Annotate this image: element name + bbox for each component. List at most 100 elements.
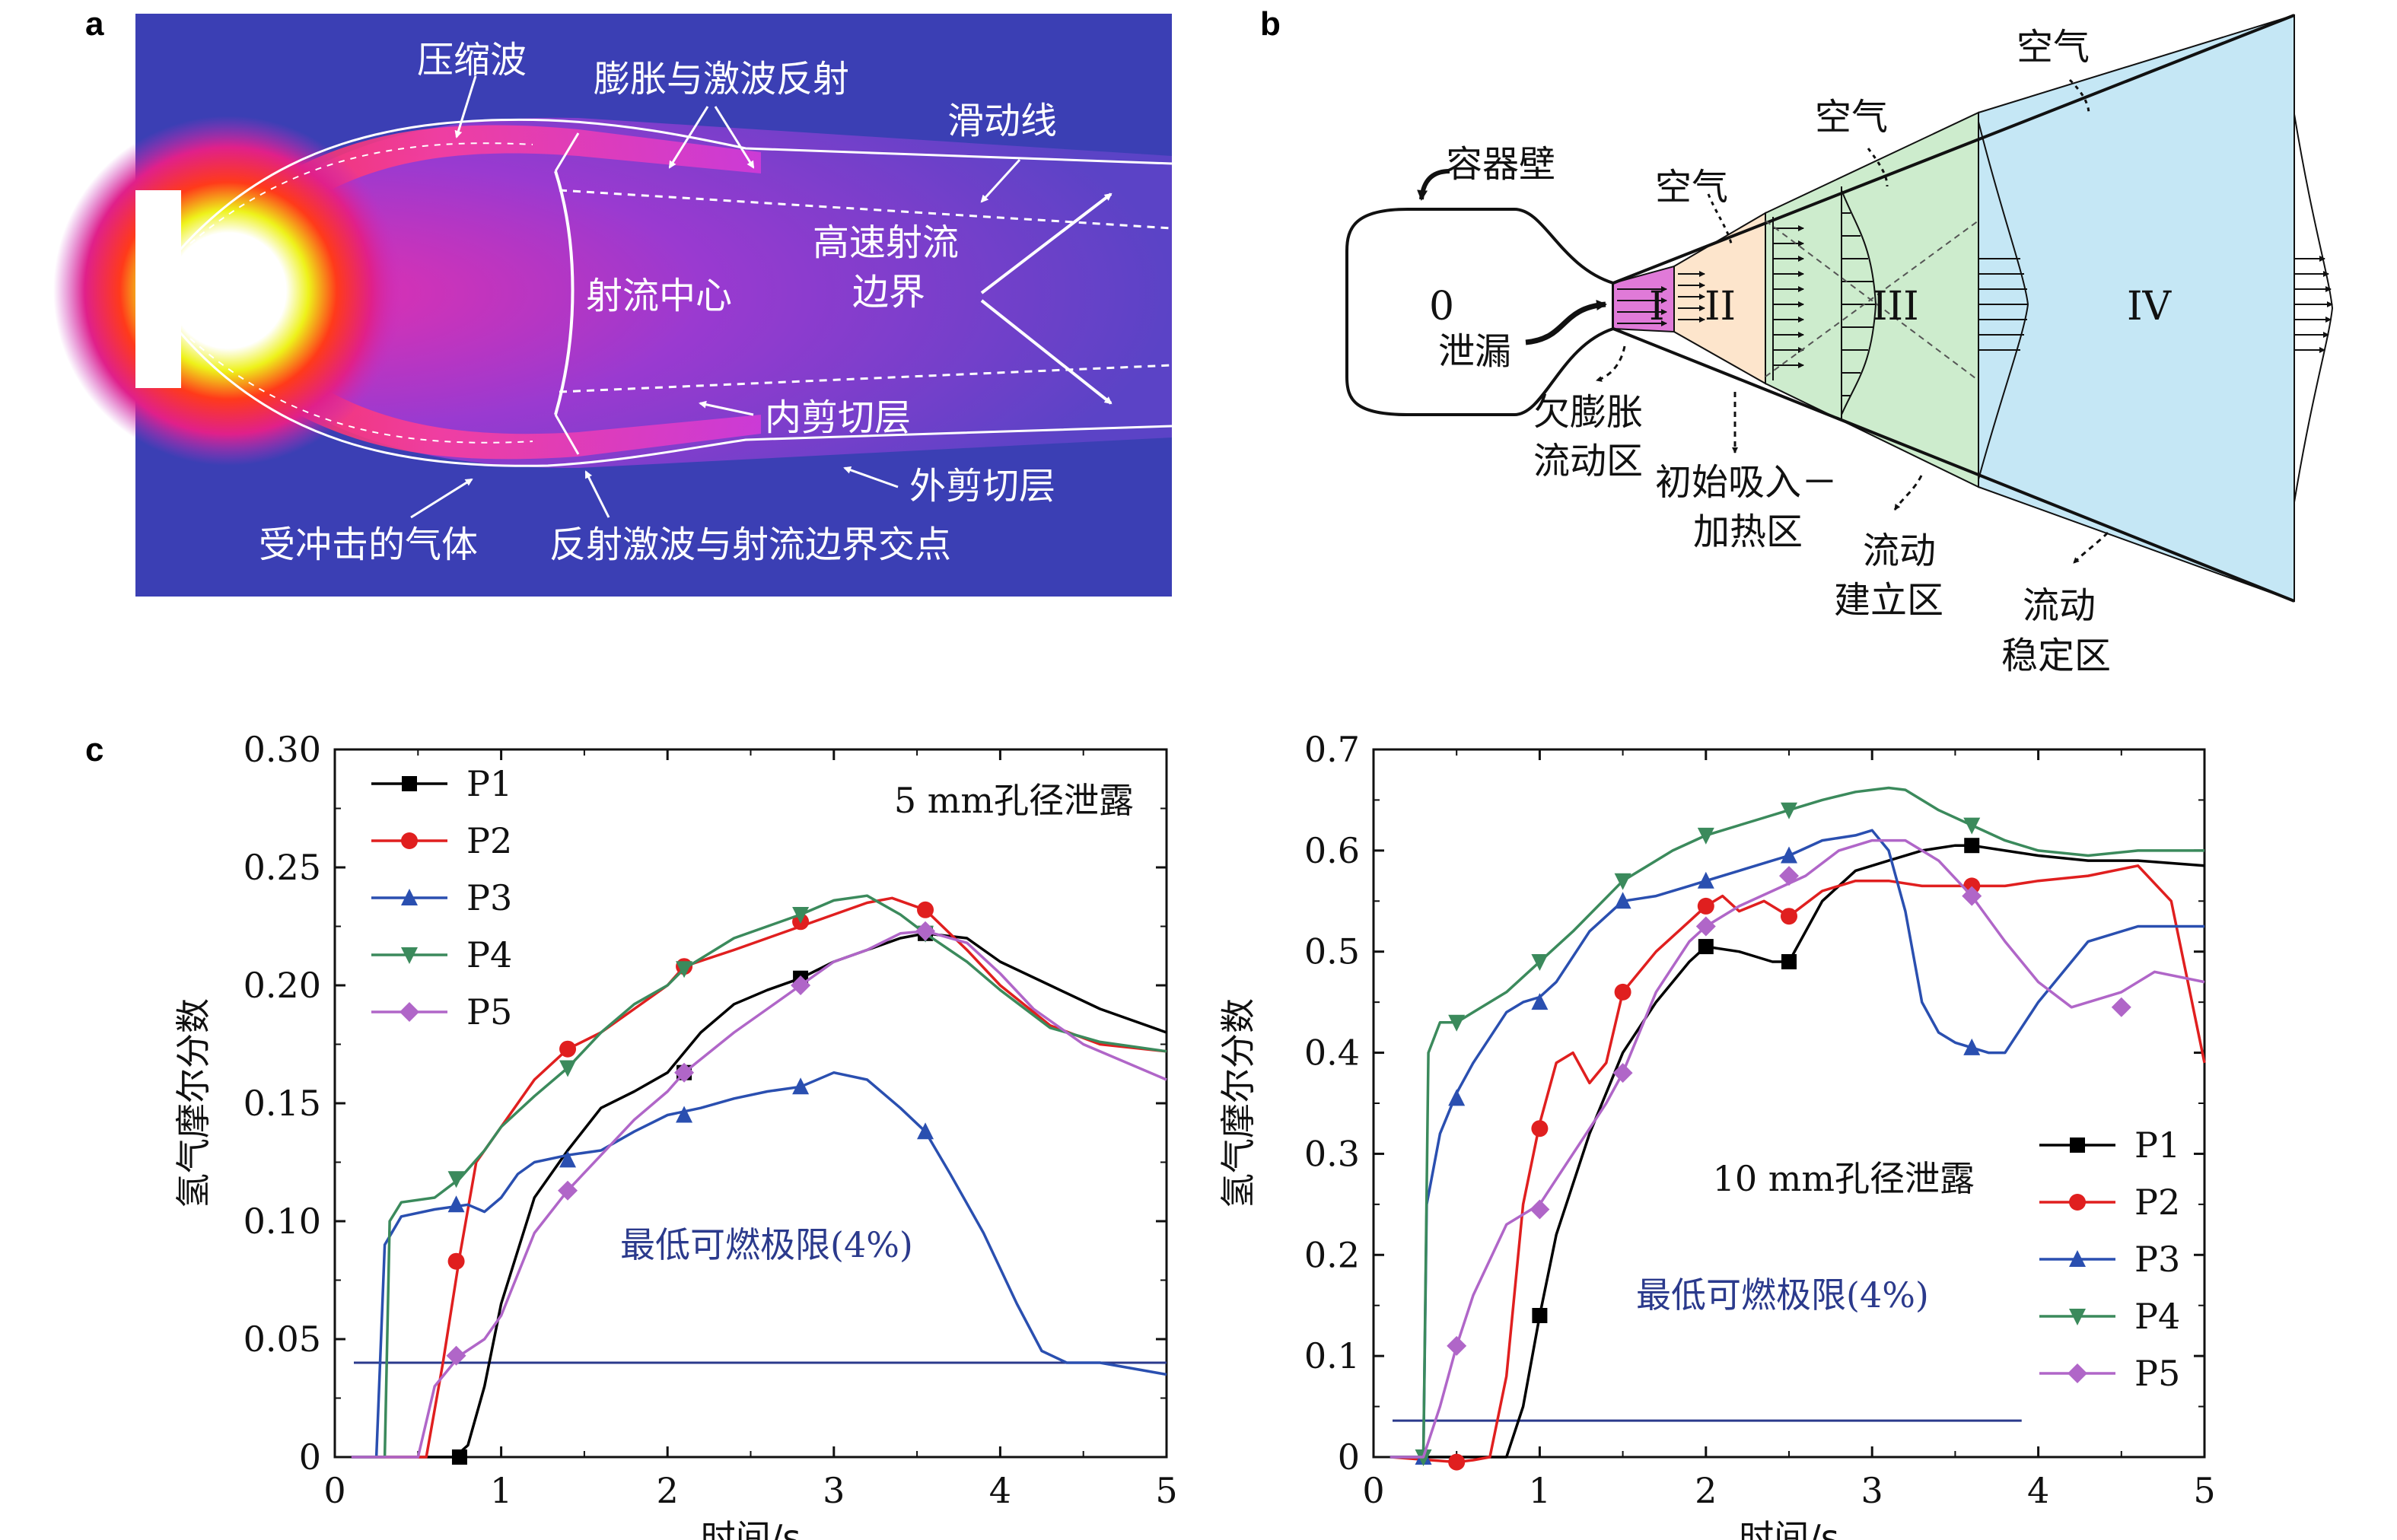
data-point-p4 [1963,817,1981,835]
legend-label: P1 [2134,1125,2180,1166]
label-slip-line: 滑动线 [947,100,1057,142]
series-p5 [1389,838,2205,1459]
legend-marker [2069,1250,2086,1267]
label-entrainment-2: 加热区 [1693,511,1803,553]
data-point-p5 [1779,866,1799,886]
data-point-p5 [1447,1335,1467,1356]
y-axis-label: 氢气摩尔分数 [173,998,214,1208]
data-point-p4 [1781,802,1797,819]
data-point-p1 [1698,939,1714,955]
data-point-p3 [1963,1038,1981,1055]
legend-marker [2069,1309,2086,1325]
data-point-p4 [1697,827,1714,845]
data-point-p2 [917,901,934,918]
core-line-1 [1765,220,1979,381]
inner-dashed-top [189,142,533,244]
data-point-p3 [676,1106,693,1123]
data-point-p2 [1531,1120,1549,1138]
triple-points [554,132,580,455]
data-point-p3 [1531,993,1549,1010]
data-point-p5 [915,921,936,941]
legend-label: P2 [466,820,512,861]
legend: P1 P2 P3 P4 P5 [371,763,512,1032]
label-air-3: 空气 [2017,26,2090,68]
vessel-wall-arrow [1417,169,1450,201]
data-point-p5 [558,1180,578,1201]
legend-label: P4 [466,934,512,975]
x-tick-label: 4 [2027,1470,2049,1511]
legend-label: P3 [2134,1239,2180,1280]
data-point-p3 [1781,846,1797,864]
series-p3 [1389,829,2204,1465]
legend-marker [401,889,418,905]
legend-marker [401,832,418,849]
panel-b: b [1260,5,2334,677]
label-region-IV: IV [2127,284,2173,329]
arrow-outer-shear [843,466,899,488]
series-line-p5 [1389,838,2205,1459]
label-underexpanded-1: 欠膨胀 [1533,391,1643,434]
mach-disk [554,170,575,415]
data-point-p2 [1448,1453,1466,1471]
chart-10mm: 0 1 2 3 4 5 0 0.1 0.2 0.3 0.4 0.5 0.6 0.7 时间/s 氢气摩尔分数最低… [1218,729,2216,1540]
data-point-p2 [447,1252,465,1270]
label-region-II: II [1705,284,1736,329]
y-tick-label: 0 [1338,1437,1360,1478]
y-tick-label: 0.05 [244,1319,321,1360]
outer-jet-boundary-bottom [177,330,1173,467]
legend-label: P2 [2134,1182,2180,1223]
data-point-p4 [1531,954,1549,971]
label-hs-boundary-2: 边界 [852,271,925,313]
velocity-arrows-I [1617,286,1667,326]
data-point-p3 [1697,871,1714,889]
legend-label: P4 [2134,1296,2180,1337]
chart-note: 5 mm孔径泄露 [894,780,1134,821]
series-line-p1 [351,932,1167,1459]
pointer-underexpanded [1596,345,1626,382]
label-jet-core: 射流中心 [586,275,732,317]
panel-a: a 压缩波 膨胀与激波反射 滑动线 射流中心 高速射流 边界 内剪切层 [53,5,1173,597]
x-tick-label: 0 [323,1470,345,1511]
legend-marker [402,776,417,791]
label-underexpanded-2: 流动区 [1533,440,1643,482]
label-stable-2: 稳定区 [2001,635,2111,677]
data-point-p5 [674,1062,695,1083]
slip-line-top [559,189,1173,230]
y-axis-label: 氢气摩尔分数 [1218,998,1259,1208]
leak-source-hotspot [53,116,403,466]
series-line-p3 [1389,829,2204,1459]
jet-edge-top [1612,14,2295,285]
data-point-p4 [1614,873,1631,890]
pointer-air-3 [2068,78,2090,115]
arrow-boundary-bottom [980,299,1113,405]
legend-label: P1 [466,763,512,804]
chart-note: 10 mm孔径泄露 [1713,1158,1975,1199]
label-intersection: 反射激波与射流边界交点 [549,523,951,566]
profile-III-3 [1978,114,2029,487]
y-tick-label: 0.25 [244,847,321,888]
arrow-inner-shear [699,400,754,416]
label-entrainment-1: 初始吸入－ [1655,461,1838,504]
data-point-p5 [446,1345,466,1366]
profile-III-1 [1772,217,1804,380]
y-tick-label: 0.15 [244,1083,321,1124]
pointer-establishment [1893,475,1923,511]
x-tick-label: 2 [1695,1470,1717,1511]
vessel [1345,208,1615,416]
label-hs-boundary-1: 高速射流 [813,221,959,264]
legend-label: P3 [466,877,512,918]
y-tick-label: 0.5 [1304,931,1360,972]
series-p1 [1389,838,2205,1459]
x-tick-label: 5 [2193,1470,2215,1511]
data-point-p4 [676,961,693,978]
threshold-label: 最低可燃极限(4%) [620,1224,913,1265]
y-tick-label: 0.10 [244,1201,321,1242]
profile-IV [2294,15,2334,601]
data-point-p5 [2111,997,2131,1017]
series-p3 [351,1071,1167,1459]
velocity-arrows-II [1678,271,1705,323]
y-tick-label: 0.20 [244,965,321,1006]
y-tick-label: 0.6 [1304,830,1360,871]
x-tick-label: 3 [823,1470,845,1511]
